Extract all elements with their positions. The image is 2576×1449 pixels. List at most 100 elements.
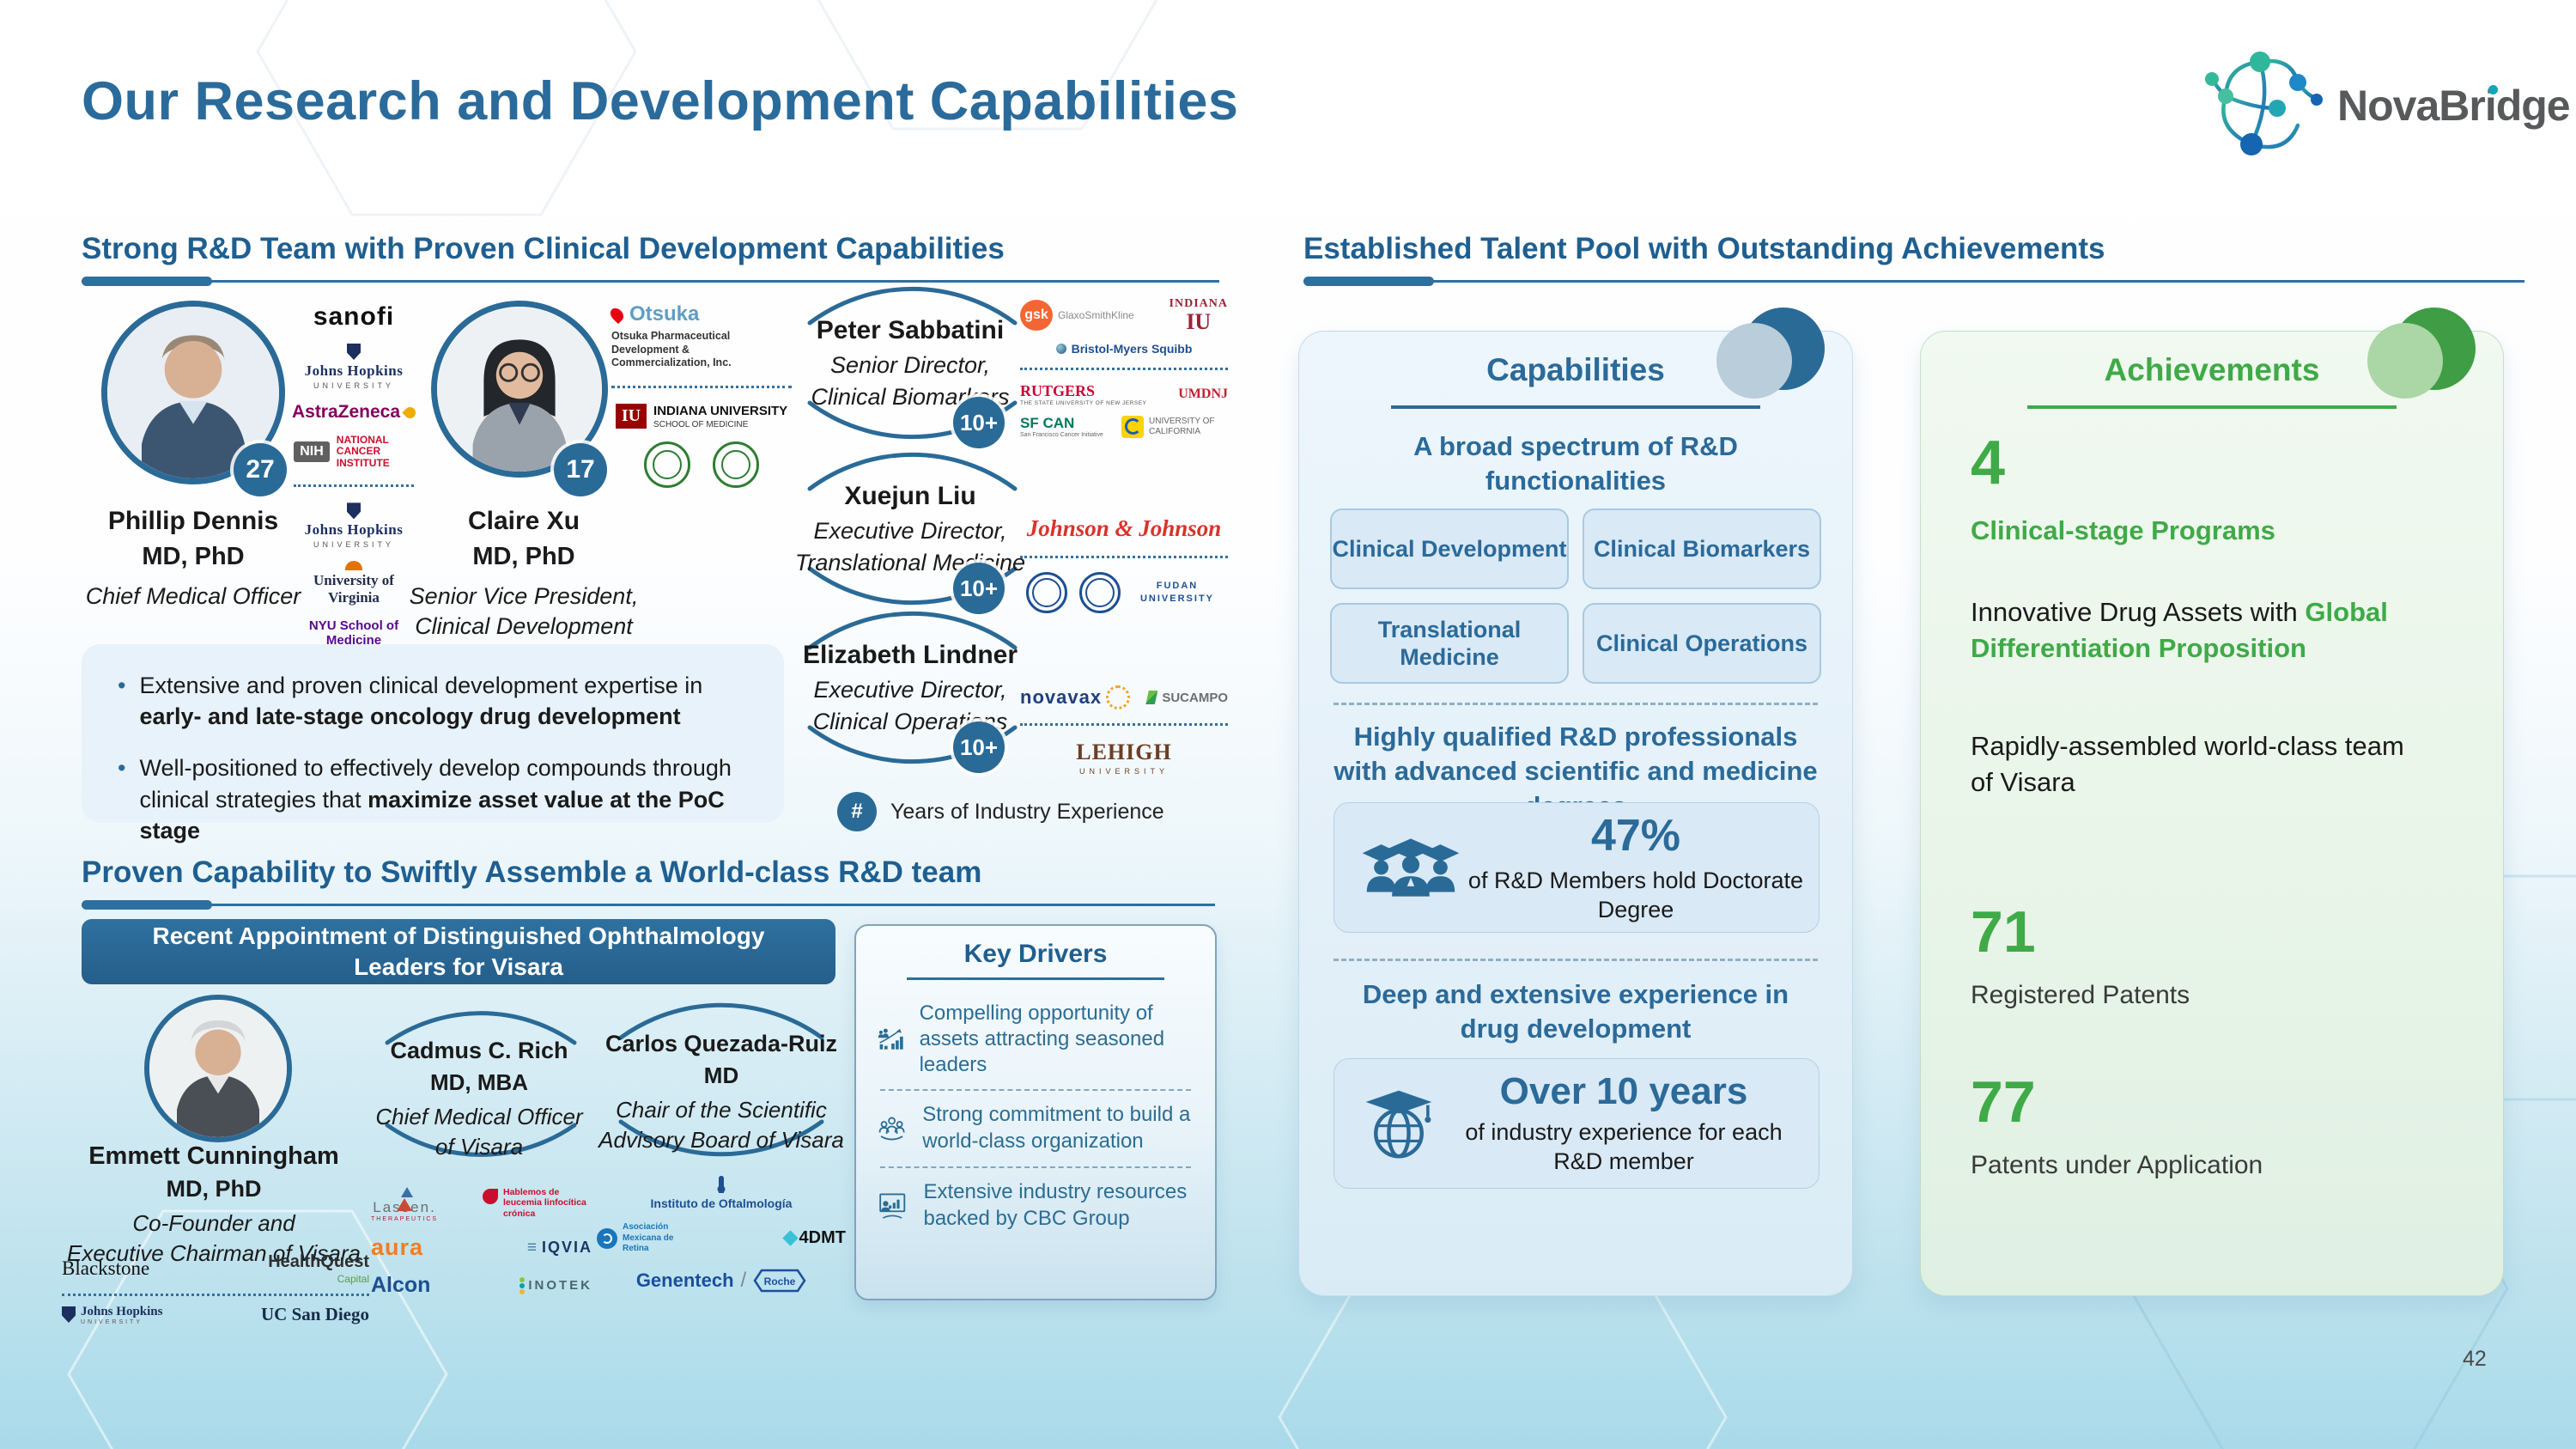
- retina-mark-icon: [597, 1227, 617, 1249]
- brand-logo: NovaBridge: [2200, 43, 2571, 167]
- alcon-logo: Alcon: [371, 1273, 431, 1297]
- 4dmt-logo: 4DMT: [781, 1228, 846, 1248]
- elizabeth-lindner-logos: novavax SUCAMPO LEHIGH UNIVERSITY: [1020, 685, 1228, 776]
- years-badge: 10+: [953, 563, 1005, 614]
- dotted-divider: [1020, 368, 1228, 370]
- capabilities-title: Capabilities: [1486, 352, 1665, 387]
- person-name: Peter Sabbatini: [816, 316, 1005, 344]
- hash-badge-icon: #: [837, 792, 877, 831]
- person-name: Claire Xu: [467, 507, 580, 535]
- dotted-divider: [1020, 723, 1228, 726]
- person-role: Clinical Operations: [812, 708, 1008, 734]
- university-seal-icon: [1079, 572, 1121, 613]
- capability-box-clinical-operations: Clinical Operations: [1583, 603, 1821, 684]
- jhu-shield-icon: [346, 344, 361, 360]
- dotted-divider: [611, 385, 792, 388]
- visara-appointment-banner: Recent Appointment of Distinguished Opht…: [82, 919, 835, 984]
- roche-hexagon-icon: Roche: [753, 1269, 806, 1292]
- years-value: 10+: [959, 575, 999, 601]
- leucemia-logo: Hablemos de leucemia linfocítica crónica: [483, 1187, 592, 1220]
- nih-nci-logo: NIH NATIONAL CANCER INSTITUTE: [294, 434, 414, 469]
- name-circle-arcs: [385, 1011, 577, 1157]
- capability-box-translational-medicine: Translational Medicine: [1330, 603, 1569, 684]
- doctorate-stat-card: 47% of R&D Members hold Doctorate Degree: [1334, 802, 1820, 933]
- years-badge: 17: [554, 443, 607, 496]
- dashed-divider: [880, 1088, 1191, 1091]
- inotek-logo: INOTEK: [519, 1276, 592, 1294]
- page-number: 42: [2463, 1347, 2487, 1371]
- achievements-underline: [2027, 405, 2397, 409]
- bristol-myers-squibb-logo: Bristol-Myers Squibb: [1055, 342, 1192, 356]
- person-name: Phillip Dennis: [107, 507, 279, 535]
- lassen-therapeutics-logo: Lassen. THERAPEUTICS: [371, 1184, 438, 1222]
- innovative-assets-line: Innovative Drug Assets with Global Diffe…: [1971, 597, 2388, 663]
- dashed-divider: [880, 1166, 1191, 1168]
- key-driver-item: Compelling opportunity of assets attract…: [877, 992, 1194, 1087]
- avatar: [149, 1000, 287, 1137]
- person-degrees: MD, PhD: [166, 1176, 262, 1202]
- johns-hopkins-logo: Johns Hopkins UNIVERSITY: [305, 344, 404, 390]
- eye-icon: [718, 1176, 724, 1193]
- team-icon: [878, 1117, 905, 1141]
- university-seal-icon: [644, 441, 690, 488]
- brand-i-dot-icon: [2488, 84, 2498, 94]
- key-drivers-title: Key Drivers: [963, 940, 1108, 968]
- otsuka-drop-icon: [607, 305, 627, 324]
- avatar: [107, 307, 279, 478]
- presentation-icon: [879, 1193, 906, 1219]
- dashed-divider: [1334, 959, 1818, 961]
- graduation-globe-icon: [1365, 1090, 1432, 1159]
- otsuka-subtext: Otsuka Pharmaceutical Development & Comm…: [611, 330, 732, 369]
- iqvia-bars-icon: ≡: [526, 1238, 538, 1257]
- dotted-divider: [1020, 556, 1228, 558]
- person-role: Senior Vice President, Clinical Developm…: [409, 583, 639, 639]
- uc-mark-icon: [1121, 415, 1144, 438]
- asociacion-mexicana-retina-logo: Asociación Mexicana de Retina: [597, 1222, 696, 1255]
- key-driver-item: Extensive industry resources backed by C…: [877, 1170, 1194, 1242]
- years-badge: 10+: [953, 397, 1005, 448]
- person-name: Cadmus C. Rich: [390, 1038, 568, 1063]
- growth-team-icon: [878, 1028, 903, 1050]
- person-role: Translational Medicine: [794, 549, 1026, 575]
- person-role: of Visara: [434, 1133, 524, 1160]
- instituto-de-oftalmologia-logo: Instituto de Oftalmología: [651, 1176, 792, 1210]
- person-degrees: MD, PhD: [472, 543, 575, 570]
- claire-xu-info: Claire Xu MD, PhD Senior Vice President,…: [374, 507, 674, 641]
- novavax-logo: novavax: [1020, 685, 1131, 709]
- person-role: Senior Director,: [829, 352, 991, 378]
- university-seal-icon: [1026, 572, 1067, 613]
- achievements-panel: Achievements 4 Clinical-stage Programs I…: [1920, 307, 2504, 1296]
- person-name: Elizabeth Lindner: [802, 641, 1018, 669]
- section-underline: [82, 900, 1215, 910]
- section-title: Strong R&D Team with Proven Clinical Dev…: [82, 232, 1005, 265]
- cadmus-rich-info: Cadmus C. Rich MD, MBA Chief Medical Off…: [350, 1038, 608, 1160]
- person-role: Chief Medical Officer: [375, 1104, 583, 1129]
- years-legend: # Years of Industry Experience: [837, 792, 1164, 831]
- person-degrees: MD, MBA: [429, 1069, 529, 1095]
- novavax-ring-icon: [1106, 685, 1131, 709]
- experience-description: of industry experience for each R&D memb…: [1465, 1119, 1783, 1174]
- carlos-quezada-ruiz-info: Carlos Quezada-Ruiz MD Chair of the Scie…: [580, 1031, 863, 1154]
- gsk-mark-icon: gsk: [1020, 300, 1053, 331]
- indiana-university-logo: INDIANA IU: [1169, 297, 1228, 334]
- university-seal-icon: [713, 441, 759, 488]
- peter-sabbatini-logos: gsk GlaxoSmithKline INDIANA IU Bristol-M…: [1020, 297, 1228, 438]
- patents-under-application-count: 77: [1971, 1069, 2036, 1135]
- name-circle-arcs: [618, 1002, 824, 1157]
- years-badge: 10+: [953, 721, 1005, 773]
- inotek-dots-icon: [519, 1276, 526, 1294]
- experience-stat-card: Over 10 years of industry experience for…: [1334, 1058, 1820, 1189]
- green-circle-decoration: [2367, 307, 2476, 399]
- key-drivers-panel: Key Drivers Compelling: [854, 924, 1217, 1300]
- emmett-logos-row2: Johns Hopkins UNIVERSITY UC San Diego: [62, 1304, 369, 1325]
- doctorate-description: of R&D Members hold Doctorate Degree: [1467, 868, 1804, 922]
- jhu-shield-icon: [62, 1306, 76, 1323]
- section-title: Established Talent Pool with Outstanding…: [1303, 232, 2105, 265]
- fudan-university-logo: FUDAN UNIVERSITY: [1139, 580, 1214, 604]
- person-degrees: MD, PhD: [142, 543, 245, 570]
- uc-san-diego-logo: UC San Diego: [260, 1304, 369, 1324]
- registered-patents-count: 71: [1971, 899, 2036, 965]
- person-role: Executive Chairman of Visara: [66, 1239, 361, 1266]
- university-of-california-logo: UNIVERSITY OF CALIFORNIA: [1121, 415, 1228, 438]
- aura-logo: aura: [371, 1234, 424, 1260]
